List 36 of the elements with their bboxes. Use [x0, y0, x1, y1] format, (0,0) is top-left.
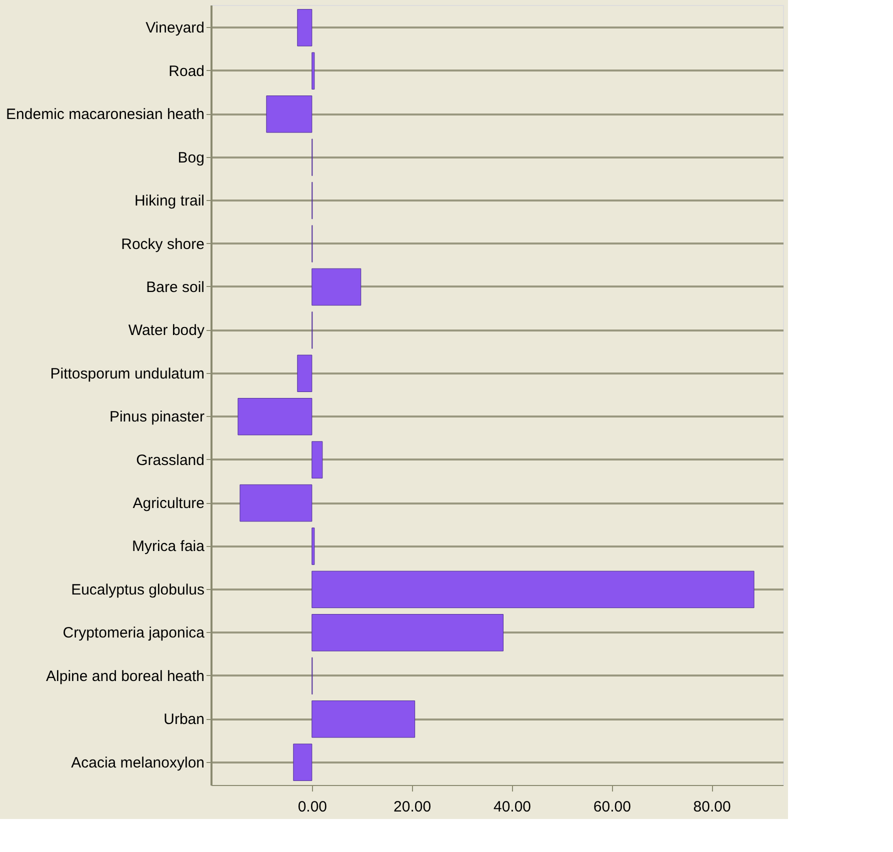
- y-tick-label: Bog: [178, 149, 204, 166]
- bar: [312, 570, 754, 608]
- y-tick-label: Hiking trail: [134, 192, 204, 210]
- bar: [240, 484, 312, 522]
- y-tick-label: Pittosporum undulatum: [50, 365, 204, 382]
- bar: [293, 744, 312, 781]
- bar: [297, 9, 312, 46]
- bar: [312, 441, 323, 478]
- bar: [266, 96, 312, 133]
- x-tick-label: 80.00: [693, 798, 731, 816]
- bar: [297, 354, 312, 392]
- x-tick-label: 20.00: [394, 798, 432, 816]
- y-tick-label: Cryptomeria japonica: [62, 624, 206, 642]
- y-tick-label: Bare soil: [146, 278, 204, 296]
- y-tick-label: Urban: [164, 711, 204, 728]
- bar: [312, 528, 315, 565]
- x-tick-label: 40.00: [493, 798, 532, 816]
- y-tick-label: Pinus pinaster: [109, 408, 204, 426]
- y-tick-label: Endemic macaronesian heath: [6, 106, 204, 124]
- y-tick-label: Vineyard: [146, 20, 204, 37]
- y-tick-label: Water body: [128, 322, 205, 340]
- y-tick-label: Grassland: [136, 452, 204, 469]
- y-tick-label: Road: [168, 62, 204, 80]
- y-tick-label: Myrica faia: [132, 538, 206, 556]
- bar: [312, 614, 504, 652]
- x-tick-label: 0.00: [298, 798, 328, 816]
- y-tick-label: Acacia melanoxylon: [71, 754, 204, 772]
- y-tick-label: Rocky shore: [121, 236, 204, 253]
- bar: [312, 52, 315, 90]
- x-tick-label: 60.00: [593, 798, 631, 816]
- bar: [312, 268, 362, 306]
- bar: [238, 398, 312, 436]
- y-tick-label: Agriculture: [132, 495, 204, 512]
- y-tick-label: Alpine and boreal heath: [46, 668, 204, 685]
- bar: [312, 700, 416, 738]
- y-tick-label: Eucalyptus globulus: [71, 581, 204, 598]
